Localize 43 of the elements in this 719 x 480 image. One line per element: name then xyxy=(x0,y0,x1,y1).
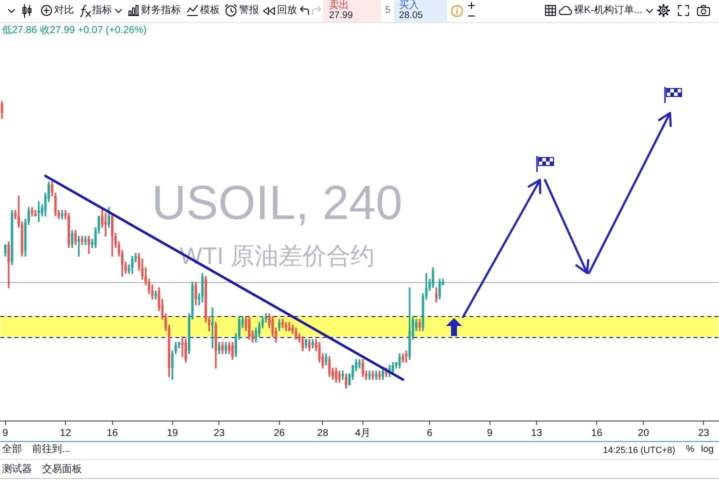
text: 警报 xyxy=(239,5,259,16)
text: USOIL, 240 xyxy=(152,176,402,232)
x-tick-label: 16 xyxy=(106,428,118,439)
text: 交易面板 xyxy=(42,464,82,476)
text: 模板 xyxy=(200,5,220,16)
text: 财务指标 xyxy=(141,5,181,16)
candlestick xyxy=(154,290,157,300)
candlestick xyxy=(131,256,134,274)
text: 低27.86 收27.99 +0.07 (+0.26%) xyxy=(2,25,147,36)
candlestick xyxy=(405,350,408,363)
text: log xyxy=(701,444,714,456)
text: 裸K-机构订单... xyxy=(574,5,642,16)
candlestick xyxy=(248,316,250,340)
candlestick xyxy=(111,212,114,257)
text: 卖出 xyxy=(329,0,349,11)
x-tick-label: 20 xyxy=(638,428,650,439)
text: 27.99 xyxy=(329,10,353,22)
x-tick-label: 12 xyxy=(60,428,72,439)
x-tick-label: 26 xyxy=(274,428,286,439)
text: % xyxy=(686,444,694,456)
x-tick-label: 6 xyxy=(426,428,433,439)
x-tick-label: 19 xyxy=(166,428,178,439)
x-tick-label: 9 xyxy=(487,428,494,439)
candlestick xyxy=(184,339,187,363)
candlestick xyxy=(194,282,197,306)
text: 测试器 xyxy=(2,464,32,476)
x-tick-label: 13 xyxy=(531,428,543,439)
x-tick-label: 16 xyxy=(591,428,603,439)
text: 28.05 xyxy=(399,10,423,22)
text: 5 xyxy=(385,5,391,16)
text: 14:25:16 (UTC+8) xyxy=(603,445,676,456)
x-tick-label: 4月 xyxy=(355,428,371,439)
candlestick xyxy=(302,336,304,352)
x-tick-label: 23 xyxy=(214,428,226,439)
text: 回放 xyxy=(277,5,297,16)
x-tick-label: 23 xyxy=(698,428,710,439)
text: 指标 xyxy=(92,5,112,16)
text: 买入 xyxy=(399,0,419,11)
text: 全部 xyxy=(2,444,22,456)
text: 前往到... xyxy=(32,444,70,456)
text: 对比 xyxy=(54,5,74,16)
x-tick-label: 28 xyxy=(317,428,329,439)
x-tick-label: 9 xyxy=(2,428,9,439)
